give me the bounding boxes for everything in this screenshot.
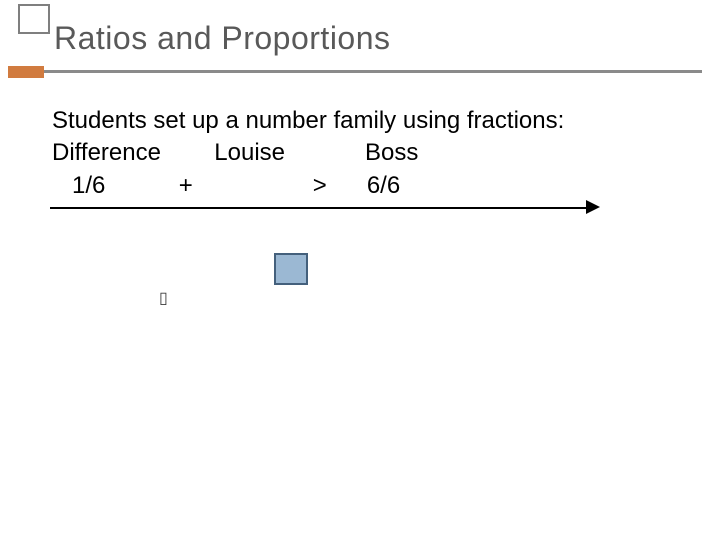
center-square: [274, 253, 308, 285]
number-line: [50, 207, 590, 209]
body-line1: Students set up a number family using fr…: [52, 107, 564, 134]
label-col3: Boss: [365, 139, 418, 166]
page-title: Ratios and Proportions: [54, 20, 391, 57]
label-col1: Difference: [52, 139, 161, 166]
arrow-head-icon: [586, 200, 600, 214]
label-col2: Louise: [214, 139, 285, 166]
gt-sign: >: [313, 172, 327, 199]
plus-sign: +: [179, 172, 193, 199]
title-rule: [44, 70, 702, 73]
value-1: 1/6: [72, 172, 105, 199]
value-3: 6/6: [367, 172, 400, 199]
accent-bar: [8, 66, 44, 78]
body-text: Students set up a number family using fr…: [52, 105, 564, 202]
small-glyph-icon: ▯: [159, 288, 168, 308]
corner-box: [18, 4, 50, 34]
